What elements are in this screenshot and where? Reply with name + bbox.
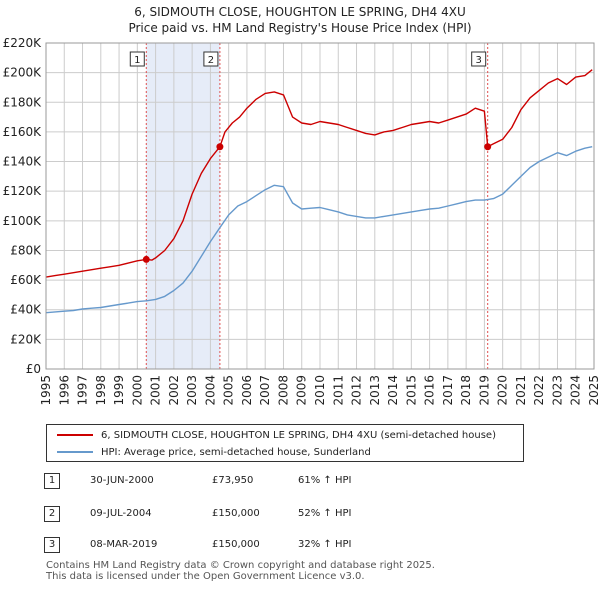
sale-number-box <box>471 51 487 67</box>
table-row: 3 08-MAR-2019 £150,000 32% ↑ HPI <box>44 536 424 556</box>
sale-point <box>216 143 224 151</box>
x-tick-label: 2001 <box>149 375 163 406</box>
x-tick-label: 2007 <box>258 375 272 406</box>
y-tick-label: £160K <box>3 125 43 139</box>
y-tick-label: £120K <box>3 184 43 198</box>
x-tick-label: 2011 <box>331 375 345 406</box>
plot-border <box>45 42 595 370</box>
sale-number-label: 3 <box>476 55 482 66</box>
sale-point <box>142 255 150 263</box>
x-tick-label: 2006 <box>240 375 254 406</box>
y-tick-label: £180K <box>3 95 43 109</box>
legend-item-hpi: HPI: Average price, semi-detached house,… <box>57 444 371 460</box>
y-tick-label: £40K <box>10 303 42 317</box>
legend-item-price: 6, SIDMOUTH CLOSE, HOUGHTON LE SPRING, D… <box>57 427 496 443</box>
x-tick-label: 1996 <box>57 375 71 406</box>
x-tick-label: 2017 <box>441 375 455 406</box>
x-tick-label: 2023 <box>550 375 564 406</box>
chart-title-line-1: 6, SIDMOUTH CLOSE, HOUGHTON LE SPRING, D… <box>134 5 466 19</box>
y-tick-label: £0 <box>26 362 41 376</box>
sale-point <box>484 143 492 151</box>
x-tick-label: 1999 <box>112 375 126 406</box>
price-paid-line <box>45 69 593 278</box>
sale-price: £150,000 <box>212 508 260 519</box>
sale-price: £150,000 <box>212 539 260 550</box>
table-row: 1 30-JUN-2000 £73,950 61% ↑ HPI <box>44 472 424 492</box>
sale-number-badge: 3 <box>44 537 60 553</box>
sale-price: £73,950 <box>212 475 254 486</box>
x-tick-label: 2019 <box>477 375 491 406</box>
sale-number-box <box>203 51 219 67</box>
footer-line-1: Contains HM Land Registry data © Crown c… <box>46 560 435 571</box>
sale-number-badge: 2 <box>44 506 60 522</box>
sale-date: 30-JUN-2000 <box>90 475 154 486</box>
sale-number-label: 2 <box>208 55 214 66</box>
sale-date: 08-MAR-2019 <box>90 539 158 550</box>
x-tick-label: 2014 <box>386 375 400 406</box>
hpi-line <box>45 146 593 314</box>
y-tick-label: £20K <box>10 332 42 346</box>
y-tick-label: £220K <box>3 36 43 50</box>
y-tick-label: £60K <box>10 273 42 287</box>
chart: 6, SIDMOUTH CLOSE, HOUGHTON LE SPRING, D… <box>3 5 600 406</box>
x-tick-label: 2013 <box>368 375 382 406</box>
sale-hpi-change: 61% ↑ HPI <box>298 475 352 486</box>
footer-attribution: Contains HM Land Registry data © Crown c… <box>46 560 435 582</box>
sale-hpi-change: 52% ↑ HPI <box>298 508 352 519</box>
chart-title-line-2: Price paid vs. HM Land Registry's House … <box>128 21 471 35</box>
x-tick-label: 1997 <box>76 375 90 406</box>
legend-label-hpi: HPI: Average price, semi-detached house,… <box>101 446 371 458</box>
legend-swatch-hpi <box>57 451 93 453</box>
table-row: 2 09-JUL-2004 £150,000 52% ↑ HPI <box>44 505 424 525</box>
x-tick-label: 2012 <box>350 375 364 406</box>
y-tick-label: £200K <box>3 66 43 80</box>
x-tick-label: 2004 <box>203 375 217 406</box>
x-tick-label: 2002 <box>167 375 181 406</box>
x-tick-label: 1998 <box>94 375 108 406</box>
x-tick-label: 2015 <box>404 375 418 406</box>
legend-label-price: 6, SIDMOUTH CLOSE, HOUGHTON LE SPRING, D… <box>101 429 496 441</box>
x-tick-label: 2025 <box>587 375 600 406</box>
sale-hpi-change: 32% ↑ HPI <box>298 539 352 550</box>
y-tick-label: £100K <box>3 214 43 228</box>
x-tick-label: 2010 <box>313 375 327 406</box>
shaded-period <box>146 43 220 369</box>
sale-number-box <box>129 51 145 67</box>
x-tick-label: 2024 <box>569 375 583 406</box>
legend-swatch-price <box>57 434 93 436</box>
x-tick-label: 2005 <box>222 375 236 406</box>
x-tick-label: 2021 <box>514 375 528 406</box>
sale-number-label: 1 <box>134 55 140 66</box>
x-tick-label: 2016 <box>423 375 437 406</box>
footer-line-2: This data is licensed under the Open Gov… <box>46 571 365 582</box>
x-tick-label: 1995 <box>39 375 53 406</box>
x-tick-label: 2018 <box>459 375 473 406</box>
x-tick-label: 2022 <box>532 375 546 406</box>
x-tick-label: 2000 <box>130 375 144 406</box>
sale-date: 09-JUL-2004 <box>90 508 152 519</box>
sale-number-badge: 1 <box>44 473 60 489</box>
x-tick-label: 2020 <box>496 375 510 406</box>
x-tick-label: 2009 <box>295 375 309 406</box>
y-tick-label: £80K <box>10 243 42 257</box>
legend: 6, SIDMOUTH CLOSE, HOUGHTON LE SPRING, D… <box>46 424 524 462</box>
x-tick-label: 2003 <box>185 375 199 406</box>
y-tick-label: £140K <box>3 155 43 169</box>
x-tick-label: 2008 <box>276 375 290 406</box>
